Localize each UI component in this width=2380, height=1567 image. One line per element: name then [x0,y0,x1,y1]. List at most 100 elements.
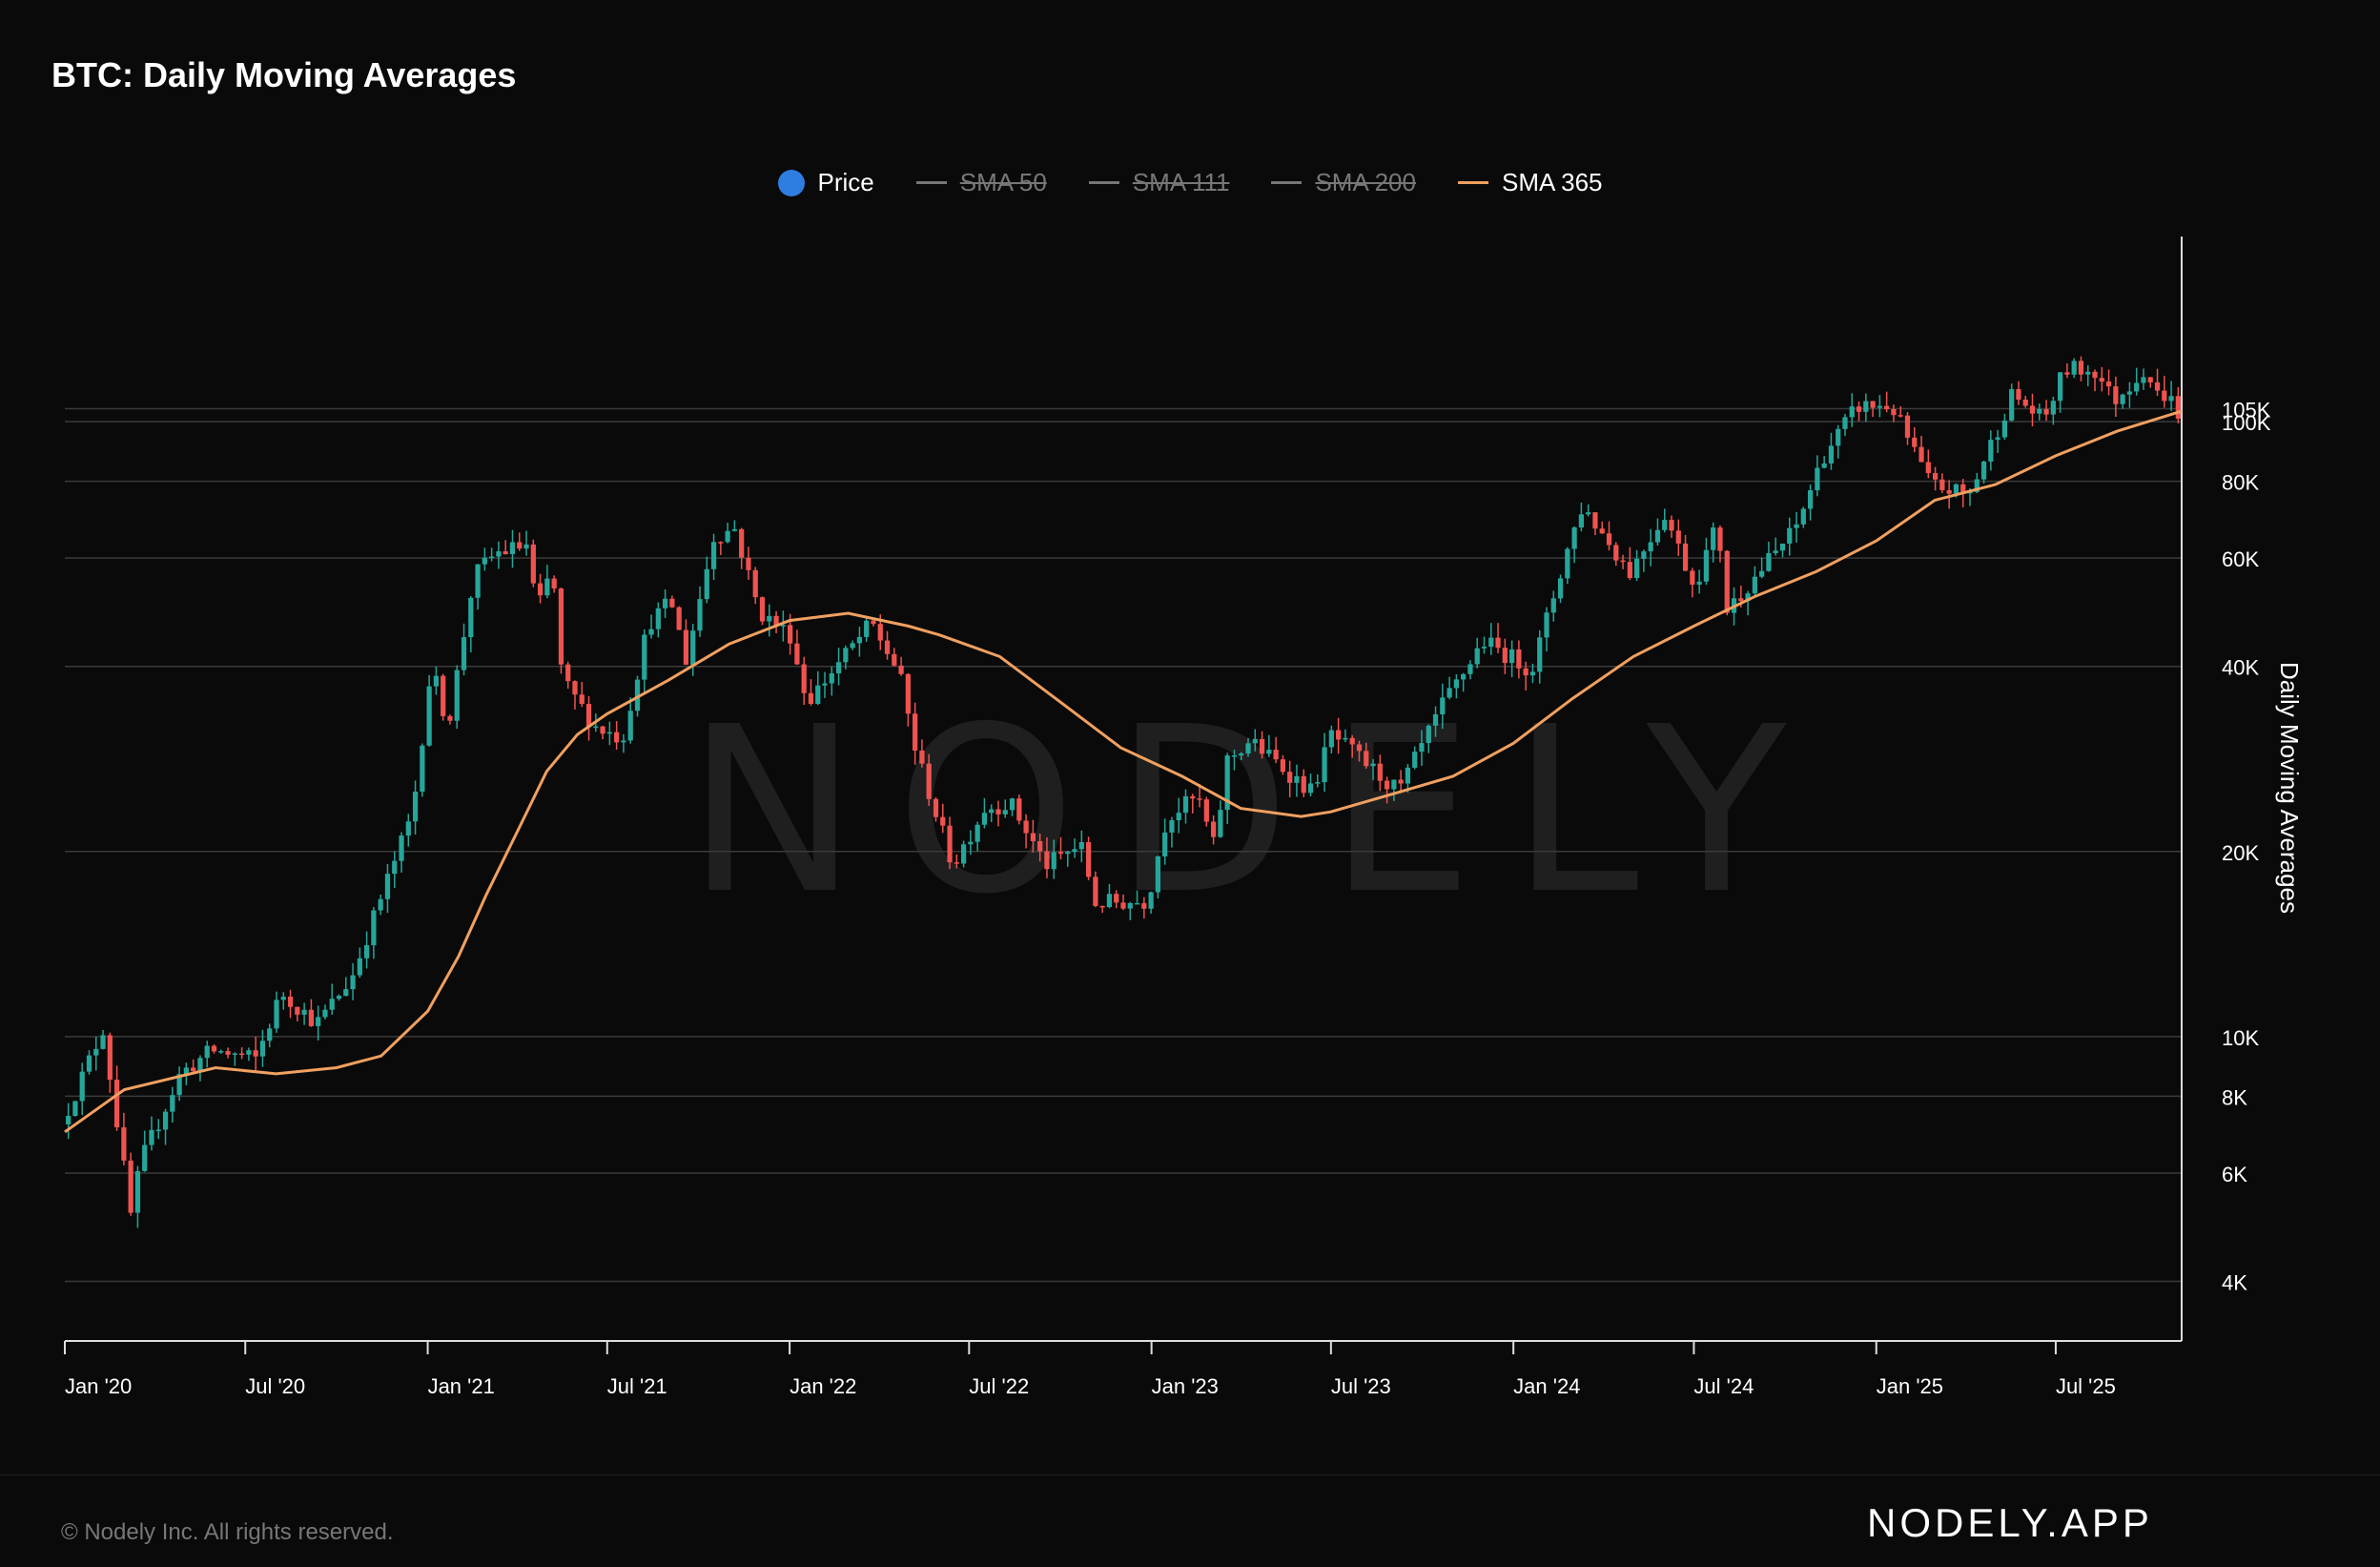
candle-body [1627,562,1632,579]
candle-body [517,542,523,549]
candle-body [1218,810,1223,837]
candle-body [1807,490,1814,509]
y-tick-label: 10K [2222,1026,2259,1050]
candle-body [981,813,988,825]
candle-body [183,1067,189,1075]
candle-body [940,816,946,826]
candle-body [1571,526,1577,549]
candle-body [1231,755,1238,757]
candle-body [1641,551,1647,559]
candle-body [2120,394,2125,404]
candle-body [975,824,980,842]
candle-body [1252,738,1258,744]
legend-item-sma-365[interactable]: SMA 365 [1457,168,1603,197]
candle-body [308,1009,315,1026]
candle-body [1946,489,1952,494]
candle-body [2134,382,2140,392]
candle-body [829,673,834,684]
candle-body [1960,484,1966,492]
candle-body [697,599,703,631]
candle-body [134,1170,141,1213]
candle-body [989,809,995,814]
candle-body [1815,467,1820,491]
candle-body [669,598,675,608]
candle-body [322,1009,328,1018]
brand-logo[interactable]: NODELY.APP [1867,1500,2153,1545]
candle-body [1690,570,1695,585]
candle-body [1891,409,1897,416]
candle-body [676,607,682,630]
candle-body [1836,428,1841,446]
candle-body [176,1074,182,1096]
legend-item-sma-50[interactable]: SMA 50 [915,168,1047,197]
candle-body [1682,543,1689,571]
candle-body [107,1035,113,1081]
candle-body [1939,479,1945,490]
candle-body [2078,361,2084,375]
y-tick-label: 8K [2222,1085,2247,1109]
candle-body [100,1035,106,1049]
candle-body [1169,819,1175,833]
candle-body [1197,798,1202,800]
x-tick-label: Jul '20 [245,1374,305,1398]
candle-body [2009,389,2015,421]
candle-body [1294,775,1300,783]
candle-body [995,809,1001,814]
legend-item-sma-200[interactable]: SMA 200 [1271,168,1416,197]
candle-body [1446,688,1452,698]
candle-body [815,685,821,705]
candle-body [1148,892,1154,909]
legend-item-sma-111[interactable]: SMA 111 [1088,168,1229,197]
candle-body [1364,751,1369,767]
candle-body [1980,461,1987,480]
candle-body [1203,799,1209,822]
candle-body [489,556,495,559]
x-tick-label: Jul '25 [2056,1374,2116,1398]
candle-body [884,640,891,654]
candle-body [1773,550,1778,553]
candle-body [420,745,425,793]
x-tick-label: Jan '24 [1513,1374,1580,1398]
legend-item-price[interactable]: Price [777,168,874,197]
candle-body [503,551,508,555]
candle-body [1273,750,1279,760]
candle-body [1127,902,1133,909]
watermark: NODELY [687,677,1825,944]
y-axis-title: Daily Moving Averages [2275,662,2304,914]
y-tick-label: 80K [2222,471,2259,495]
sma-365-line [64,409,2183,1134]
candle-body [232,1053,237,1056]
candle-body [1779,543,1786,551]
legend-label: SMA 200 [1315,168,1416,196]
candle-body [1412,752,1418,768]
candle-body [2037,408,2042,414]
candle-body [336,996,342,1000]
candle-body [371,910,377,946]
candle-body [405,821,411,836]
candle-body [378,898,383,911]
candle-body [1120,902,1126,909]
candle-body [1182,795,1189,814]
candle-body [960,844,967,864]
candle-body [1057,852,1064,855]
x-tick-label: Jan '20 [65,1374,132,1398]
candle-body [572,681,578,695]
legend-line-icon [915,181,947,184]
candle-body [1523,668,1529,676]
candle-body [1315,782,1321,784]
candle-body [86,1055,92,1072]
candle-body [128,1160,133,1213]
candle-body [1821,463,1827,468]
candle-body [392,860,398,875]
candle-body [1884,405,1890,410]
candle-body [1134,902,1140,905]
candle-body [475,564,481,598]
candle-body [1912,437,1918,447]
candle-body [1044,851,1050,870]
candle-body [788,625,793,644]
candle-body [1988,440,1994,462]
candle-body [892,653,897,666]
candle-body [614,732,620,743]
candle-body [1592,512,1598,529]
candle-body [1224,755,1230,811]
